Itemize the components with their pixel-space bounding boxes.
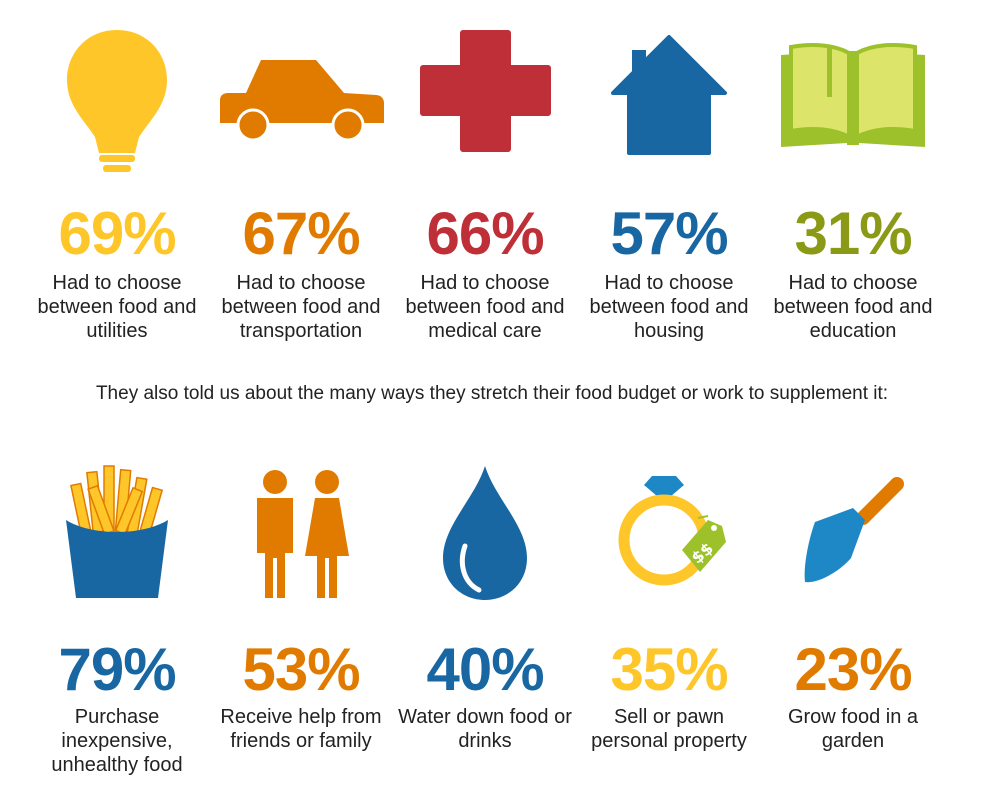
stat-percent: 79% bbox=[58, 636, 176, 703]
people-icon bbox=[209, 458, 393, 608]
lightbulb-icon bbox=[25, 25, 209, 180]
stat-percent: 69% bbox=[58, 200, 176, 267]
stat-percent: 31% bbox=[794, 200, 912, 267]
fries-icon bbox=[25, 458, 209, 608]
stat-description: Had to choose between food and utilities bbox=[37, 272, 197, 342]
stat-percent: 57% bbox=[610, 200, 728, 267]
car-icon bbox=[209, 25, 393, 180]
stat-percent: 53% bbox=[242, 636, 360, 703]
stat-description: Had to choose between food and housing bbox=[589, 272, 749, 342]
stat-description: Had to choose between food and transport… bbox=[221, 272, 381, 342]
medical-cross-icon bbox=[393, 25, 577, 180]
stat-description: Had to choose between food and education bbox=[773, 272, 933, 342]
stat-description: Water down food or drinks bbox=[398, 706, 572, 752]
stat-description: Sell or pawn personal property bbox=[591, 706, 747, 752]
stat-description: Receive help from friends or family bbox=[220, 706, 382, 752]
water-drop-icon bbox=[393, 458, 577, 608]
intro-text: They also told us about the many ways th… bbox=[95, 383, 889, 404]
stat-description: Purchase inexpensive, unhealthy food bbox=[51, 706, 183, 776]
stat-percent: 66% bbox=[426, 200, 544, 267]
trowel-icon bbox=[761, 458, 945, 608]
stat-description: Had to choose between food and medical c… bbox=[405, 272, 565, 342]
house-icon bbox=[577, 25, 761, 180]
stat-description: Grow food in a garden bbox=[787, 706, 919, 752]
ring-price-tag-icon: $$ bbox=[577, 458, 761, 608]
stat-percent: 23% bbox=[794, 636, 912, 703]
stat-percent: 40% bbox=[426, 636, 544, 703]
stat-percent: 67% bbox=[242, 200, 360, 267]
book-icon bbox=[761, 25, 945, 180]
stat-percent: 35% bbox=[610, 636, 728, 703]
